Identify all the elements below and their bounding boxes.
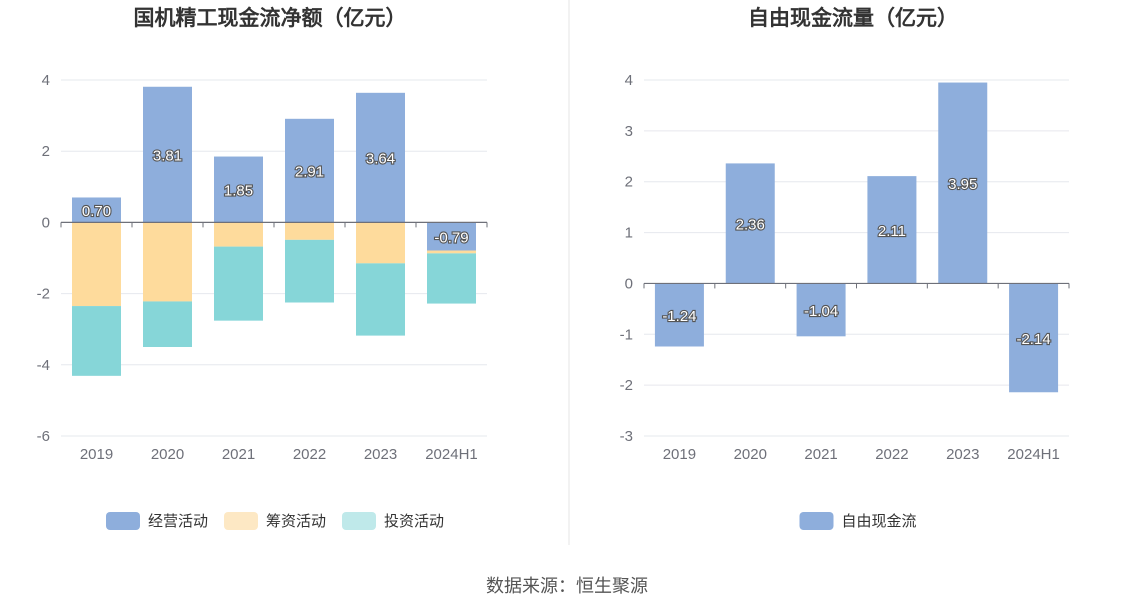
- data-label: 2.36: [736, 216, 765, 233]
- y-tick-label: -1: [620, 326, 633, 343]
- data-label: 0.70: [82, 203, 111, 220]
- bar: [214, 246, 263, 321]
- legend-label: 投资活动: [384, 513, 444, 530]
- x-tick-label: 2023: [364, 446, 397, 463]
- bar: [214, 222, 263, 247]
- y-tick-label: 4: [42, 72, 50, 89]
- y-axis: 4 3 2 1 0 -1 -2 -3: [620, 72, 633, 445]
- data-label: 3.81: [153, 148, 182, 165]
- legend-swatch: [224, 512, 258, 530]
- y-tick-label: 4: [625, 72, 633, 89]
- data-labels: 0.70 3.81 1.85 2.91 3.64 -0.79: [81, 146, 470, 247]
- y-tick-label: 2: [625, 174, 633, 191]
- y-tick-label: 0: [625, 275, 633, 292]
- data-source: 数据来源：恒生聚源: [486, 576, 648, 596]
- y-tick-label: 1: [625, 225, 633, 242]
- chart-title: 国机精工现金流净额（亿元）: [134, 6, 407, 30]
- x-tick-label: 2021: [222, 446, 255, 463]
- legend-label: 经营活动: [148, 513, 208, 530]
- y-tick-label: -6: [37, 428, 50, 445]
- x-tick-label: 2020: [151, 446, 184, 463]
- data-label: -1.24: [662, 308, 696, 325]
- bar: [143, 86, 192, 223]
- bar: [143, 301, 192, 347]
- x-tick-label: 2019: [663, 446, 696, 463]
- x-tick-label: 2023: [946, 446, 979, 463]
- bar: [356, 92, 405, 223]
- x-tick-label: 2024H1: [425, 446, 478, 463]
- bar: [427, 222, 476, 251]
- bar: [867, 176, 917, 284]
- bars: [654, 82, 1059, 393]
- y-tick-label: -2: [620, 377, 633, 394]
- x-tick-label: 2020: [734, 446, 767, 463]
- y-tick-label: 3: [625, 123, 633, 140]
- legend: 经营活动 筹资活动 投资活动: [106, 512, 444, 530]
- legend-label: 自由现金流: [842, 513, 917, 530]
- bar: [143, 222, 192, 302]
- bar: [72, 197, 121, 223]
- legend: 自由现金流: [799, 512, 917, 530]
- x-tick-label: 2024H1: [1007, 446, 1060, 463]
- bar: [654, 283, 704, 347]
- legend-swatch: [799, 512, 834, 530]
- x-axis: 2019 2020 2021 2022 2023 2024H1: [60, 221, 488, 463]
- data-labels: -1.24 2.36 -1.04 2.11 3.95 -2.14: [661, 175, 1052, 349]
- bar: [285, 239, 334, 303]
- bar: [356, 263, 405, 336]
- grid-lines: [644, 79, 1069, 437]
- bars: [72, 86, 476, 376]
- bar: [285, 222, 334, 240]
- bar: [427, 253, 476, 304]
- data-label: 3.95: [948, 176, 977, 193]
- x-tick-label: 2019: [80, 446, 113, 463]
- x-tick-label: 2022: [875, 446, 908, 463]
- y-tick-label: -2: [37, 286, 50, 303]
- legend-swatch: [342, 512, 376, 530]
- grid-lines: [61, 79, 487, 437]
- x-tick-label: 2021: [804, 446, 837, 463]
- y-tick-label: -4: [37, 357, 50, 374]
- bar: [356, 222, 405, 264]
- x-tick-label: 2022: [293, 446, 326, 463]
- y-tick-label: -3: [620, 428, 633, 445]
- bar: [1009, 283, 1059, 393]
- legend-swatch: [106, 512, 140, 530]
- cash-flow-net-chart: 国机精工现金流净额（亿元） 4 2 0 -2 -4 -6 2019 2020 2021 2022…: [37, 6, 488, 530]
- bar: [725, 163, 775, 284]
- bar: [427, 250, 476, 254]
- data-label: 2.11: [878, 223, 906, 240]
- data-label: -1.04: [804, 303, 838, 320]
- y-axis: 4 2 0 -2 -4 -6: [37, 72, 50, 445]
- x-axis: 2019 2020 2021 2022 2023 2024H1: [643, 282, 1070, 463]
- bar: [72, 306, 121, 376]
- bar: [285, 118, 334, 223]
- data-label: -0.79: [434, 229, 468, 246]
- y-tick-label: 0: [42, 214, 50, 231]
- bar: [72, 222, 121, 307]
- data-label: 2.91: [295, 164, 324, 181]
- bar: [796, 283, 846, 337]
- data-label: -2.14: [1016, 331, 1050, 348]
- bar: [214, 156, 263, 223]
- data-label: 3.64: [366, 151, 395, 168]
- data-label: 1.85: [224, 182, 253, 199]
- legend-label: 筹资活动: [266, 513, 326, 530]
- y-tick-label: 2: [42, 143, 50, 160]
- chart-title: 自由现金流量（亿元）: [748, 6, 958, 30]
- bar: [938, 82, 988, 284]
